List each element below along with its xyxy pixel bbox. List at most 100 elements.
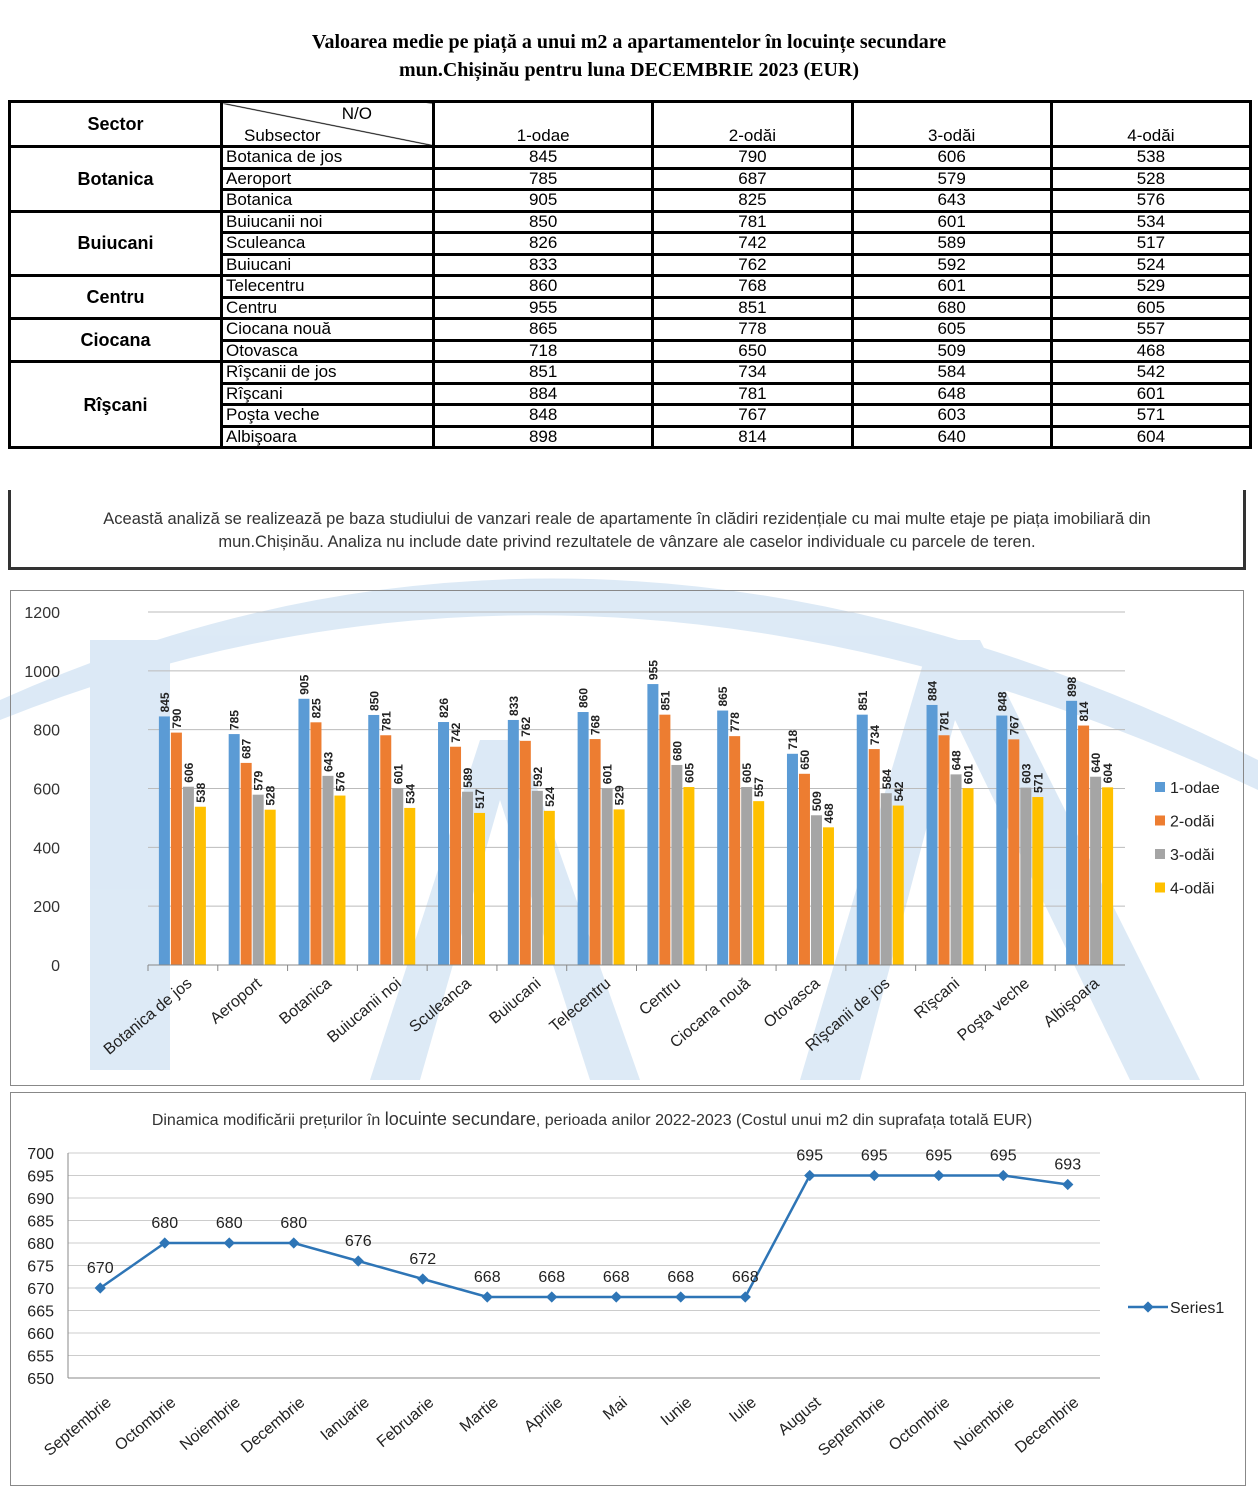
sector-cell: Centru [8, 274, 223, 320]
bar-data-label: 850 [367, 691, 381, 711]
bar-data-label: 718 [786, 729, 800, 749]
bar-data-label: 576 [333, 771, 347, 791]
point-data-label: 680 [216, 1215, 243, 1232]
x-tick-label: Februarie [374, 1394, 437, 1451]
table-row: Buiucani 833 762 592 524 [10, 252, 1253, 277]
y-tick-label: 800 [33, 723, 60, 740]
series-line [99, 1174, 1068, 1299]
bar-data-label: 601 [601, 764, 615, 784]
bar [182, 786, 194, 965]
subsector-cell: Aeroport [220, 166, 435, 191]
x-tick-label: Noiembrie [177, 1394, 244, 1454]
x-tick-label: Aprilie [521, 1394, 566, 1436]
price-cell: 826 [431, 231, 655, 256]
price-cell: 534 [1049, 209, 1253, 234]
price-cell: 643 [850, 188, 1053, 213]
data-point [933, 1169, 945, 1182]
bar-data-label: 604 [1101, 763, 1115, 783]
header-col: 2-odăi [651, 100, 854, 148]
bar-data-label: 542 [892, 781, 906, 801]
note-line: Această analiză se realizează pe baza st… [103, 510, 1151, 528]
price-cell: 848 [431, 403, 655, 428]
legend-swatch [1155, 815, 1165, 826]
y-tick-label: 655 [27, 1349, 54, 1366]
bar-data-label: 884 [926, 681, 940, 701]
bar [158, 716, 170, 965]
bar [880, 793, 892, 965]
y-tick-label: 670 [27, 1281, 54, 1298]
bar [996, 715, 1008, 965]
bar-data-label: 848 [995, 691, 1009, 711]
bar [786, 753, 798, 965]
price-cell: 579 [850, 166, 1053, 191]
header-no: N/O [341, 104, 372, 123]
bar [892, 805, 904, 965]
bar-data-label: 557 [752, 777, 766, 797]
y-tick-label: 1000 [24, 664, 60, 681]
bar [950, 774, 962, 965]
sector-cell: Buiucani [8, 209, 223, 277]
data-point [352, 1255, 364, 1267]
data-point [417, 1273, 429, 1285]
point-data-label: 668 [474, 1269, 501, 1286]
bar [392, 788, 404, 965]
price-cell: 524 [1049, 252, 1253, 277]
price-cell: 865 [431, 317, 655, 342]
bar-data-label: 860 [577, 688, 591, 708]
point-data-label: 668 [732, 1269, 759, 1286]
bar-data-label: 905 [297, 674, 311, 694]
y-tick-label: 690 [27, 1191, 54, 1208]
bar-data-label: 898 [1065, 676, 1079, 696]
bar-data-label: 650 [798, 749, 812, 769]
price-cell: 529 [1049, 274, 1253, 299]
bar-data-label: 605 [682, 763, 696, 783]
subsector-cell: Otovasca [220, 338, 435, 363]
legend-label: 2-odăi [1170, 814, 1214, 831]
bar-data-label: 762 [519, 716, 533, 736]
price-cell: 905 [431, 188, 655, 213]
bar [194, 806, 206, 965]
bar-data-label: 825 [309, 698, 323, 718]
bar-data-label: 589 [461, 767, 475, 787]
bar-data-label: 603 [1019, 763, 1033, 783]
bar-data-label: 833 [507, 696, 521, 716]
table-row: Ciocana Ciocana nouă 865 778 605 557 [8, 317, 1253, 363]
y-tick-label: 200 [33, 899, 60, 916]
price-cell: 648 [850, 381, 1053, 406]
bar-data-label: 781 [938, 711, 952, 731]
bar-data-label: 680 [670, 741, 684, 761]
page-subtitle: mun.Chișinău pentru luna DECEMBRIE 2023 … [398, 59, 860, 81]
table-row: Aeroport 785 687 579 528 [10, 166, 1253, 191]
subsector-cell: Sculeanca [220, 231, 435, 256]
bar-data-label: 790 [170, 708, 184, 728]
x-tick-label: Iunie [658, 1394, 696, 1429]
page-title: Valoarea medie pe piață a unui m2 a apar… [311, 31, 947, 53]
bar [962, 788, 974, 965]
table-row: Albişoara 898 814 640 604 [10, 424, 1253, 449]
data-point [94, 1282, 106, 1294]
title-part: locuinte secundare [385, 1109, 536, 1129]
subsector-cell: Buiucani [220, 252, 435, 277]
price-cell: 557 [1049, 317, 1253, 342]
price-cell: 605 [1049, 295, 1253, 320]
title-part: Dinamica modificării prețurilor în [152, 1112, 385, 1129]
table-header: Sector N/O Subsector 1-odae 2-odăi 3-odă… [8, 100, 1253, 148]
data-point [288, 1237, 300, 1249]
bar [671, 764, 683, 965]
y-tick-label: 1200 [24, 605, 60, 622]
bar [729, 736, 741, 965]
table-row: Botanica 905 825 643 576 [10, 188, 1253, 213]
bar-data-label: 648 [950, 750, 964, 770]
point-data-label: 695 [990, 1148, 1017, 1165]
subsector-cell: Centru [220, 295, 435, 320]
bar-data-label: 517 [473, 789, 487, 809]
y-tick-label: 400 [33, 840, 60, 857]
price-cell: 509 [850, 338, 1053, 363]
table-row: Rîşcani Rîşcanii de jos 851 734 584 542 [8, 360, 1253, 449]
x-tick-label: Septembrie [815, 1394, 889, 1460]
data-point [868, 1169, 880, 1182]
bar [474, 812, 486, 965]
price-cell: 650 [651, 338, 854, 363]
bar [1066, 700, 1078, 965]
bar-data-label: 778 [728, 712, 742, 732]
